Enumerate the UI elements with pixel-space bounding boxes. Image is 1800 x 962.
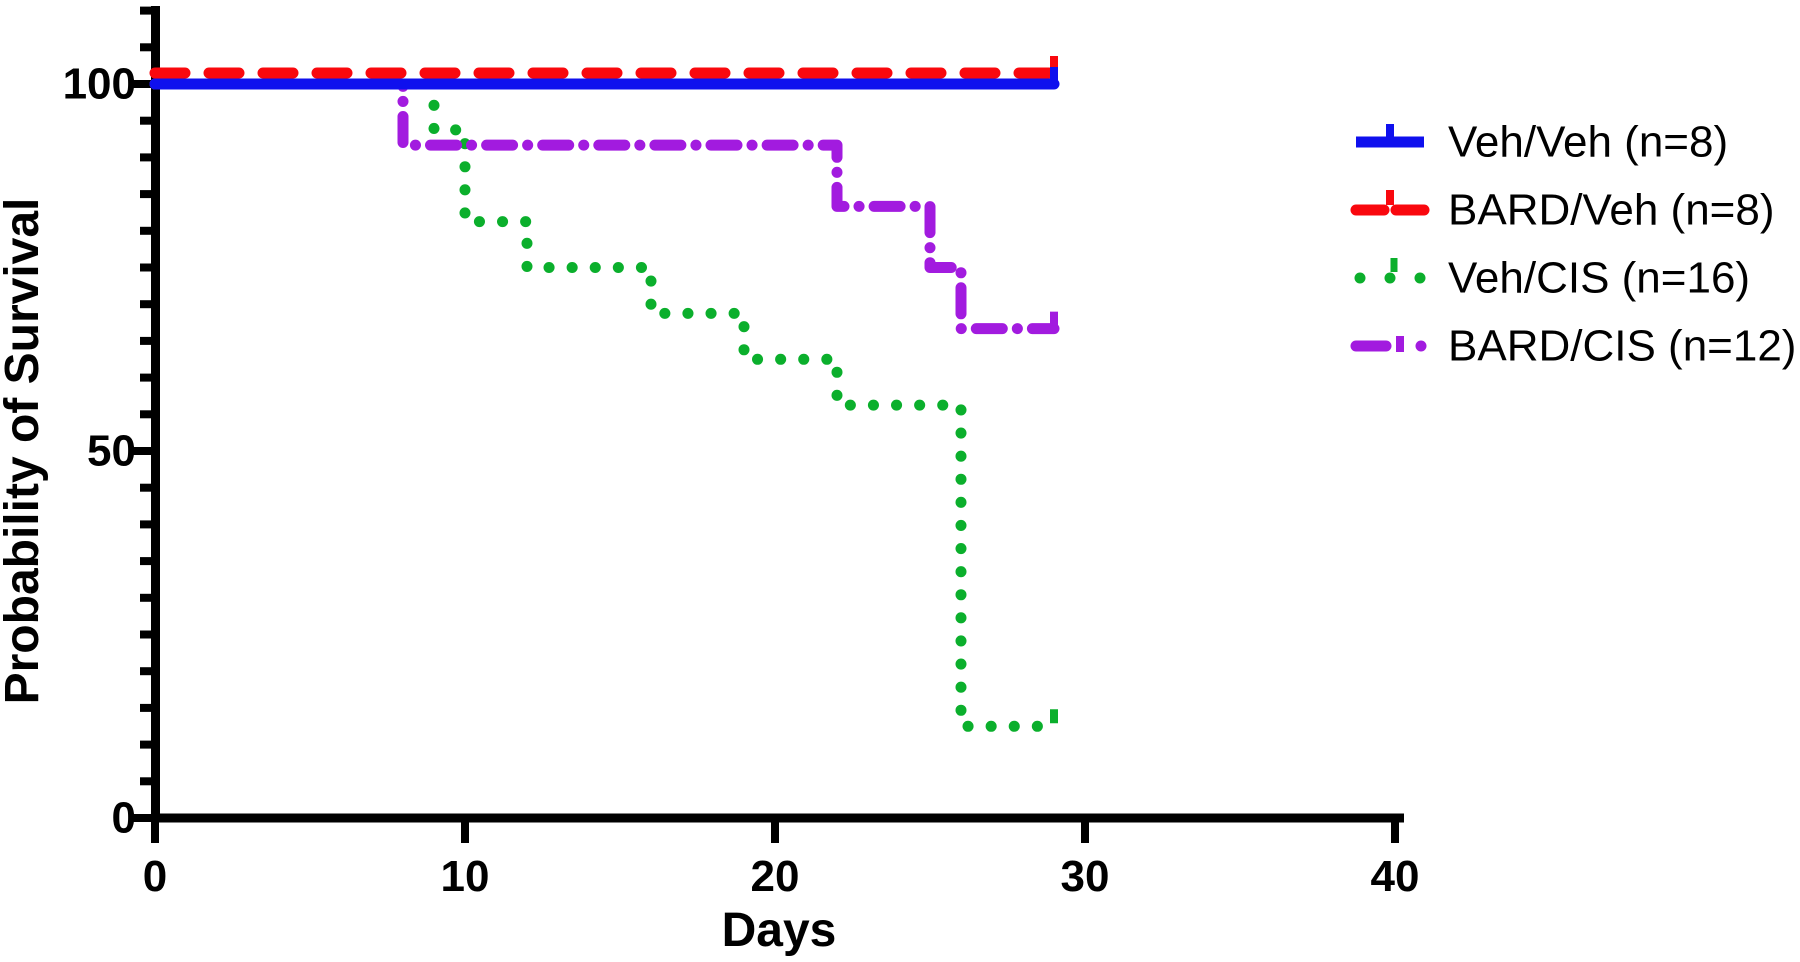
y-axis-tick-labels: 0 50 100: [63, 60, 136, 843]
x-axis-tick-labels: 0 10 20 30 40: [143, 852, 1420, 901]
legend-marker-dot: [1414, 272, 1426, 284]
legend-marker-dot: [1354, 272, 1366, 284]
y-axis-ticks: [132, 6, 151, 822]
x-tick-label: 10: [441, 852, 490, 901]
axes: [132, 6, 1404, 843]
x-tick-label: 0: [143, 852, 167, 901]
x-axis-title: Days: [722, 904, 837, 957]
legend-label-bard-cis: BARD/CIS (n=12): [1448, 322, 1796, 371]
legend-item-veh-veh: Veh/Veh (n=8): [1356, 118, 1728, 167]
y-axis-title: Probability of Survival: [0, 198, 49, 705]
legend-label-veh-cis: Veh/CIS (n=16): [1448, 254, 1750, 303]
survival-curve-veh-cis: [149, 78, 1060, 732]
legend: Veh/Veh (n=8) BARD/Veh (n=8) Veh/CIS (n=…: [1350, 118, 1796, 371]
legend-item-bard-veh: BARD/Veh (n=8): [1350, 186, 1775, 235]
legend-label-bard-veh: BARD/Veh (n=8): [1448, 186, 1775, 235]
x-tick-label: 20: [751, 852, 800, 901]
x-tick-label: 30: [1061, 852, 1110, 901]
legend-item-bard-cis: BARD/CIS (n=12): [1350, 322, 1796, 371]
x-axis-ticks: [151, 822, 1399, 843]
series-layer: [149, 56, 1060, 732]
legend-marker-dot: [1384, 272, 1396, 284]
legend-marker-dot: [1415, 340, 1427, 352]
legend-label-veh-veh: Veh/Veh (n=8): [1448, 118, 1728, 167]
legend-item-veh-cis: Veh/CIS (n=16): [1354, 254, 1750, 303]
y-tick-label: 100: [63, 60, 136, 109]
y-tick-label: 0: [112, 794, 136, 843]
y-tick-label: 50: [87, 427, 136, 476]
x-tick-label: 40: [1371, 852, 1420, 901]
survival-curve-bard-cis: [149, 78, 1060, 335]
